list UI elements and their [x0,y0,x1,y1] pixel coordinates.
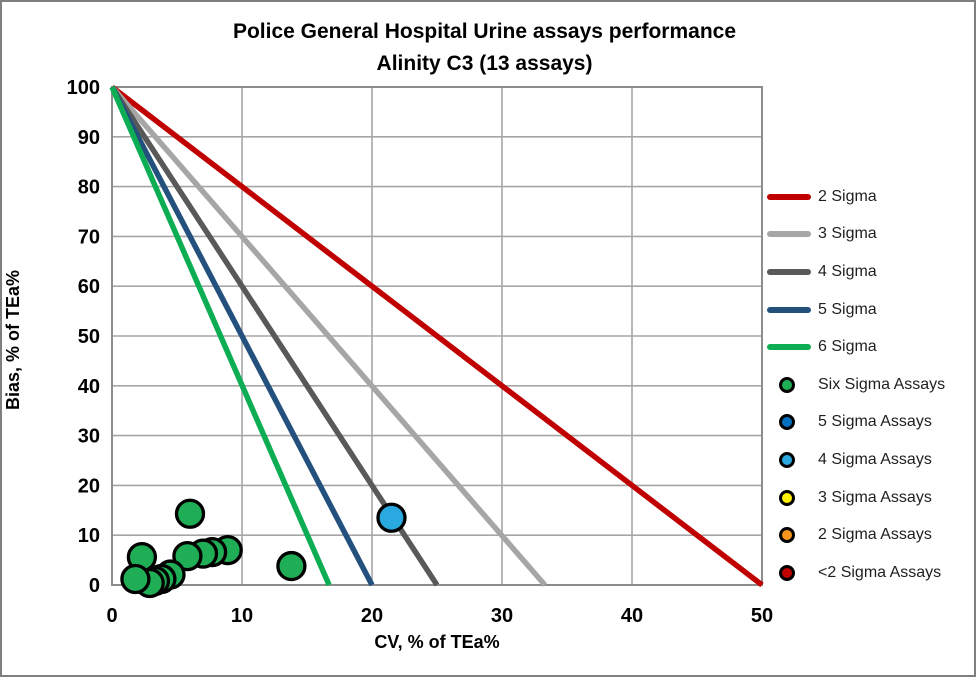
circle-swatch [779,489,795,506]
chart-title-line1: Police General Hospital Urine assays per… [232,20,737,43]
legend-marker-circle-icon [765,527,813,544]
legend-entry-3-sigma-assays: 3 Sigma Assays [765,479,974,517]
legend-line-swatch-icon [765,193,813,200]
y-tick-label: 100 [67,77,100,99]
legend-label: Six Sigma Assays [818,375,946,393]
line-swatch [767,306,811,313]
chart-title: Police General Hospital Urine assays per… [112,16,857,80]
circle-swatch [779,527,795,544]
legend-entry-5-sigma: 5 Sigma [765,291,974,329]
legend-label: 4 Sigma [818,262,877,280]
x-tick-label: 10 [231,605,253,627]
legend-label: 5 Sigma Assays [818,413,932,431]
y-tick-label: 70 [78,226,100,248]
sigma-line-6-sigma [109,85,332,587]
y-tick-label: 50 [78,326,100,348]
assay-point-six-sigma-assays [174,498,206,529]
legend-entry-2-sigma-assays: 2 Sigma Assays [765,516,974,554]
sigma-line-3-sigma [109,85,547,587]
legend-entry-4-sigma: 4 Sigma [765,253,974,291]
legend-label: 5 Sigma [818,300,877,318]
legend-marker-circle-icon [765,564,813,581]
legend-entry-4-sigma-assays: 4 Sigma Assays [765,441,974,479]
sigma-line-5-sigma [109,85,375,587]
y-tick-label: 30 [78,426,100,448]
legend-entry-3-sigma: 3 Sigma [765,216,974,254]
x-tick-label: 50 [751,605,773,627]
x-tick-label: 0 [106,605,117,627]
y-tick-label: 20 [78,475,100,497]
y-tick-label: 10 [78,525,100,547]
line-swatch [767,268,811,275]
legend-label: 2 Sigma Assays [818,526,932,544]
y-tick-label: 0 [89,575,100,597]
legend-marker-circle-icon [765,414,813,431]
x-tick-label: 30 [491,605,513,627]
y-tick-label: 80 [78,177,100,199]
assay-point-4-sigma-assays [376,502,407,533]
y-axis-title: Bias, % of TEa% [3,269,23,411]
legend-entry-2-sigma: 2 Sigma [765,178,974,216]
legend-label: 2 Sigma [818,187,877,205]
line-swatch [767,231,811,238]
sigma-line-2-sigma [110,84,764,588]
legend-entry-six-sigma-assays: Six Sigma Assays [765,366,974,404]
legend-entry-5-sigma-assays: 5 Sigma Assays [765,404,974,442]
y-tick-label: 60 [78,276,100,298]
line-swatch [767,193,811,200]
circle-swatch [779,564,795,581]
assay-point-six-sigma-assays [276,550,307,582]
circle-swatch [779,376,795,393]
chart-legend: 2 Sigma 3 Sigma 4 Sigma 5 Sigma 6 Sigma Six S… [765,178,974,592]
circle-swatch [779,451,795,468]
sigma-line-4-sigma [109,85,440,587]
x-tick-label: 40 [621,605,643,627]
legend-line-swatch-icon [765,231,813,238]
legend-line-swatch-icon [765,344,813,351]
legend-entry-lt-2-sigma-assays: <2 Sigma Assays [765,554,974,592]
line-swatch [767,344,811,351]
x-tick-label: 20 [361,605,383,627]
chart-title-line2: Alinity C3 (13 assays) [376,52,593,75]
x-axis-title: CV, % of TEa% [374,632,500,652]
legend-marker-circle-icon [765,451,813,468]
legend-label: 6 Sigma [818,338,877,356]
legend-marker-circle-icon [765,489,813,506]
legend-marker-circle-icon [765,376,813,393]
circle-swatch [779,414,795,431]
legend-line-swatch-icon [765,306,813,313]
assay-point-six-sigma-assays [120,563,151,595]
assay-point-six-sigma-assays [172,540,203,572]
y-tick-label: 40 [78,376,100,398]
y-tick-label: 90 [78,127,100,149]
legend-entry-6-sigma: 6 Sigma [765,328,974,366]
legend-label: 3 Sigma Assays [818,488,932,506]
legend-label: 3 Sigma [818,225,877,243]
legend-label: <2 Sigma Assays [818,563,942,581]
legend-line-swatch-icon [765,268,813,275]
legend-label: 4 Sigma Assays [818,450,932,468]
